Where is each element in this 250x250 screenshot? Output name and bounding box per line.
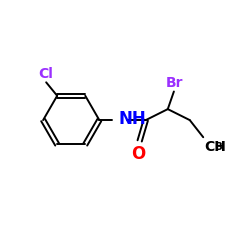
Text: Cl: Cl — [39, 67, 54, 81]
Text: 3: 3 — [215, 142, 222, 152]
Text: NH: NH — [118, 110, 146, 128]
Text: CH: CH — [204, 140, 226, 154]
Text: O: O — [131, 144, 146, 162]
Text: Br: Br — [166, 76, 183, 90]
